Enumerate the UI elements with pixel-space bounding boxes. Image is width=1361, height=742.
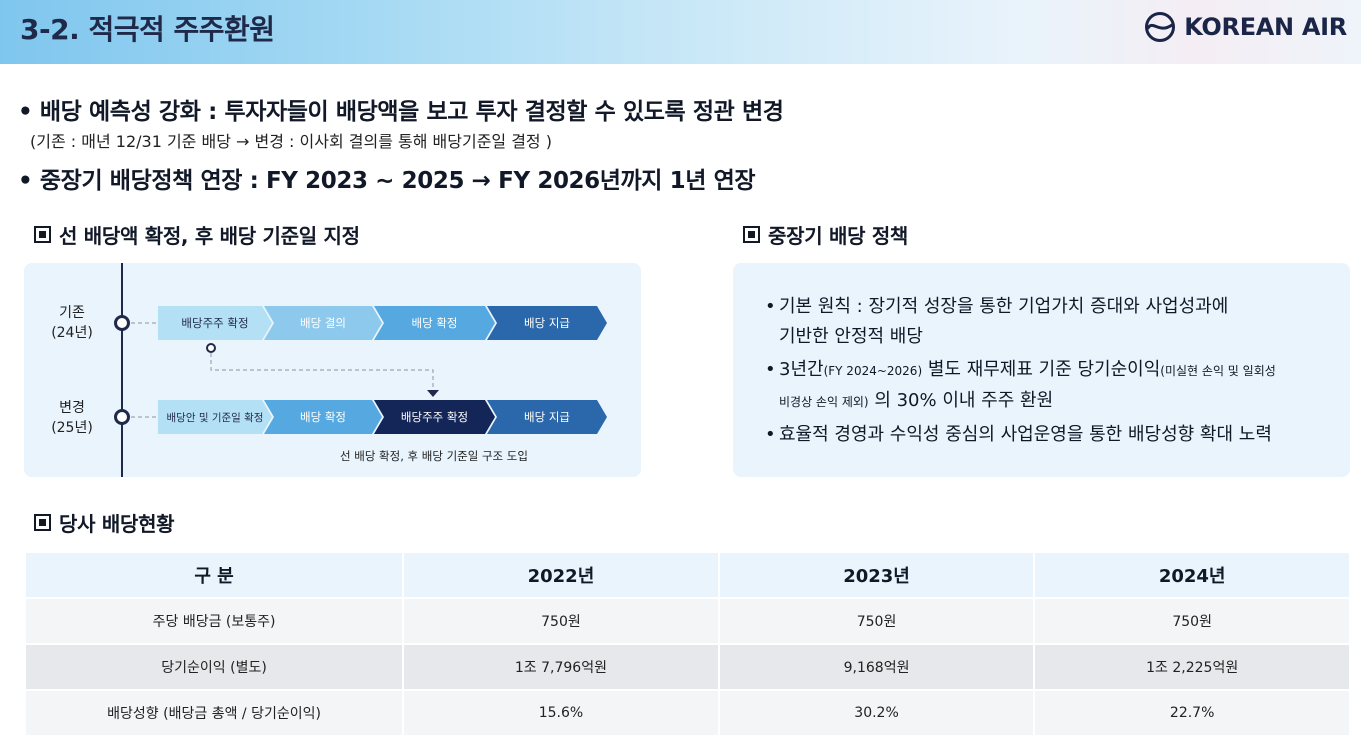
section-title-midterm-policy: 중장기 배당 정책 — [743, 220, 908, 249]
table-row: 당기순이익 (별도) 1조 7,796억원 9,168억원 1조 2,225억원 — [26, 645, 1349, 689]
taeguk-logo-icon — [1145, 12, 1176, 42]
section-title-dividend-first: 선 배당액 확정, 후 배당 기준일 지정 — [34, 220, 360, 249]
bullet-text: 중장기 배당정책 연장 : FY 2023 ~ 2025 → FY 2026년까… — [39, 168, 756, 194]
table-cell: 9,168억원 — [719, 645, 1034, 689]
logo-text: KOREAN AIR — [1184, 13, 1347, 41]
after-step-4: 배당 지급 — [487, 400, 607, 434]
timeline-dot-before — [114, 315, 130, 331]
table-cell: 750원 — [404, 599, 718, 643]
table-cell: 750원 — [719, 599, 1034, 643]
header-bar: 3-2. 적극적 주주환원 KOREAN AIR — [0, 0, 1361, 64]
table-cell: 750원 — [1035, 599, 1349, 643]
bullet-marker: • — [18, 99, 33, 125]
timeline-label-before: 기존 (24년) — [51, 305, 93, 341]
after-step-3: 배당주주 확정 — [374, 400, 495, 434]
policy-item-principle: • 기본 원칙 : 장기적 성장을 통한 기업가치 증대와 사업성과에 기반한 … — [765, 296, 1229, 347]
square-bullet-icon — [743, 226, 760, 243]
before-step-4: 배당 지급 — [487, 306, 607, 340]
korean-air-logo: KOREAN AIR — [1144, 10, 1347, 44]
square-bullet-icon — [34, 226, 51, 243]
table-cell: 1조 7,796억원 — [404, 645, 718, 689]
timeline-connectors — [131, 322, 439, 418]
section-title-dividend-status: 당사 배당현황 — [34, 508, 175, 537]
policy-item-efficiency: • 효율적 경영과 수익성 중심의 사업운영을 통한 배당성향 확대 노력 — [765, 424, 1272, 445]
after-step-1: 배당안 및 기준일 확정 — [158, 400, 272, 434]
bullet-marker: • — [18, 168, 33, 194]
table-header-2022: 2022년 — [404, 553, 718, 597]
policy-panel — [733, 263, 1350, 477]
table-cell: 주당 배당금 (보통주) — [26, 599, 403, 643]
table-header-row: 구 분 2022년 2023년 2024년 — [26, 553, 1349, 597]
table-header-category: 구 분 — [26, 553, 403, 597]
table-cell: 배당성향 (배당금 총액 / 당기순이익) — [26, 691, 403, 735]
table-cell: 22.7% — [1035, 691, 1349, 735]
timeline-dot-after — [114, 409, 130, 425]
timeline-small-dot — [206, 343, 216, 353]
table-cell: 30.2% — [719, 691, 1034, 735]
table-header-2023: 2023년 — [719, 553, 1034, 597]
policy-item-payout: • 3년간(FY 2024~2026) 별도 재무제표 기준 당기순이익(미실현… — [765, 359, 1276, 411]
before-step-1: 배당주주 확정 — [158, 306, 272, 340]
policy-list: • 기본 원칙 : 장기적 성장을 통한 기업가치 증대와 사업성과에 기반한 … — [765, 292, 1345, 453]
table-cell: 15.6% — [404, 691, 718, 735]
square-bullet-icon — [34, 514, 51, 531]
before-step-2: 배당 결의 — [264, 306, 382, 340]
timeline-axis — [121, 263, 123, 477]
bullet-policy-extension: • 중장기 배당정책 연장 : FY 2023 ~ 2025 → FY 2026… — [18, 161, 756, 195]
bullet-dividend-predictability: • 배당 예측성 강화 : 투자자들이 배당액을 보고 투자 결정할 수 있도록… — [18, 92, 784, 126]
before-step-3: 배당 확정 — [374, 306, 495, 340]
table-row: 배당성향 (배당금 총액 / 당기순이익) 15.6% 30.2% 22.7% — [26, 691, 1349, 735]
timeline-panel — [24, 263, 641, 477]
table-row: 주당 배당금 (보통주) 750원 750원 750원 — [26, 599, 1349, 643]
bullet-text: 배당 예측성 강화 : 투자자들이 배당액을 보고 투자 결정할 수 있도록 정… — [39, 99, 784, 125]
bullet-sub-note: (기존 : 매년 12/31 기준 배당 → 변경 : 이사회 결의를 통해 배… — [30, 132, 552, 151]
dividend-table: 구 분 2022년 2023년 2024년 주당 배당금 (보통주) 750원 … — [24, 551, 1351, 737]
table-header-2024: 2024년 — [1035, 553, 1349, 597]
table-cell: 1조 2,225억원 — [1035, 645, 1349, 689]
page-title: 3-2. 적극적 주주환원 — [20, 13, 275, 46]
timeline-note: 선 배당 확정, 후 배당 기준일 구조 도입 — [340, 449, 528, 463]
table-cell: 당기순이익 (별도) — [26, 645, 403, 689]
after-step-2: 배당 확정 — [264, 400, 382, 434]
timeline-label-after: 변경 (25년) — [51, 400, 93, 436]
